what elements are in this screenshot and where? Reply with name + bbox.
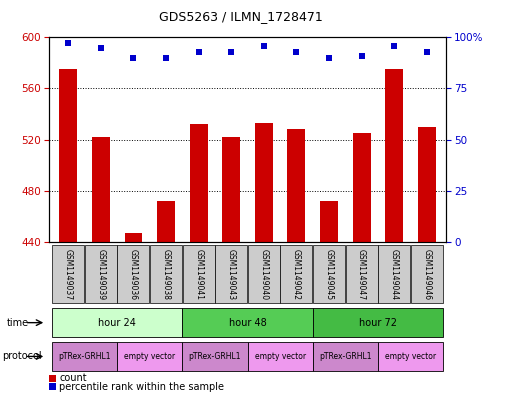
Text: hour 24: hour 24 (98, 318, 136, 328)
Point (227, 48, 235, 55)
Bar (255, 123, 273, 242)
Bar (52, 245, 84, 303)
Text: empty vector: empty vector (124, 352, 175, 361)
Bar (92, 137, 110, 242)
Text: protocol: protocol (3, 351, 42, 362)
Bar (313, 245, 345, 303)
Bar (352, 133, 370, 242)
Bar (281, 245, 312, 303)
Bar (378, 245, 410, 303)
Text: time: time (7, 318, 29, 328)
Text: count: count (60, 373, 87, 383)
Bar (215, 245, 247, 303)
Point (423, 48, 431, 55)
Text: GDS5263 / ILMN_1728471: GDS5263 / ILMN_1728471 (159, 10, 323, 23)
Bar (182, 342, 248, 371)
Text: empty vector: empty vector (254, 352, 306, 361)
Bar (248, 245, 280, 303)
Point (260, 42, 268, 49)
Bar (222, 137, 240, 242)
Bar (117, 245, 149, 303)
Text: GSM1149038: GSM1149038 (162, 249, 170, 299)
Bar (49, 383, 56, 390)
Bar (49, 375, 56, 382)
Text: GSM1149043: GSM1149043 (227, 248, 236, 300)
Text: GSM1149040: GSM1149040 (259, 248, 268, 300)
Bar (287, 129, 305, 242)
Text: hour 48: hour 48 (229, 318, 266, 328)
Text: empty vector: empty vector (385, 352, 436, 361)
Bar (418, 127, 436, 242)
Point (194, 48, 203, 55)
Bar (117, 342, 182, 371)
Text: GSM1149037: GSM1149037 (64, 248, 73, 300)
Text: pTRex-GRHL1: pTRex-GRHL1 (319, 352, 371, 361)
Bar (320, 201, 338, 242)
Bar (52, 308, 182, 338)
Point (390, 42, 398, 49)
Bar (346, 245, 378, 303)
Bar (247, 342, 313, 371)
Text: GSM1149036: GSM1149036 (129, 248, 138, 300)
Text: GSM1149041: GSM1149041 (194, 249, 203, 299)
Text: GSM1149044: GSM1149044 (390, 248, 399, 300)
Bar (385, 69, 403, 242)
Bar (150, 245, 182, 303)
Bar (125, 233, 143, 242)
Text: GSM1149047: GSM1149047 (357, 248, 366, 300)
Bar (313, 308, 443, 338)
Bar (378, 342, 443, 371)
Point (129, 55, 137, 61)
Text: percentile rank within the sample: percentile rank within the sample (60, 382, 224, 391)
Point (97, 44, 105, 51)
Point (64, 40, 72, 47)
Bar (85, 245, 117, 303)
Bar (60, 69, 77, 242)
Text: pTRex-GRHL1: pTRex-GRHL1 (58, 352, 111, 361)
Point (162, 55, 170, 61)
Text: GSM1149042: GSM1149042 (292, 249, 301, 299)
Bar (411, 245, 443, 303)
Text: pTRex-GRHL1: pTRex-GRHL1 (189, 352, 241, 361)
Point (292, 48, 301, 55)
Text: GSM1149045: GSM1149045 (325, 248, 333, 300)
Point (358, 53, 366, 59)
Bar (313, 342, 378, 371)
Bar (182, 308, 313, 338)
Text: GSM1149039: GSM1149039 (96, 248, 105, 300)
Text: GSM1149046: GSM1149046 (422, 248, 431, 300)
Bar (183, 245, 214, 303)
Bar (190, 124, 208, 242)
Point (325, 55, 333, 61)
Text: hour 72: hour 72 (359, 318, 397, 328)
Bar (157, 201, 175, 242)
Bar (52, 342, 117, 371)
